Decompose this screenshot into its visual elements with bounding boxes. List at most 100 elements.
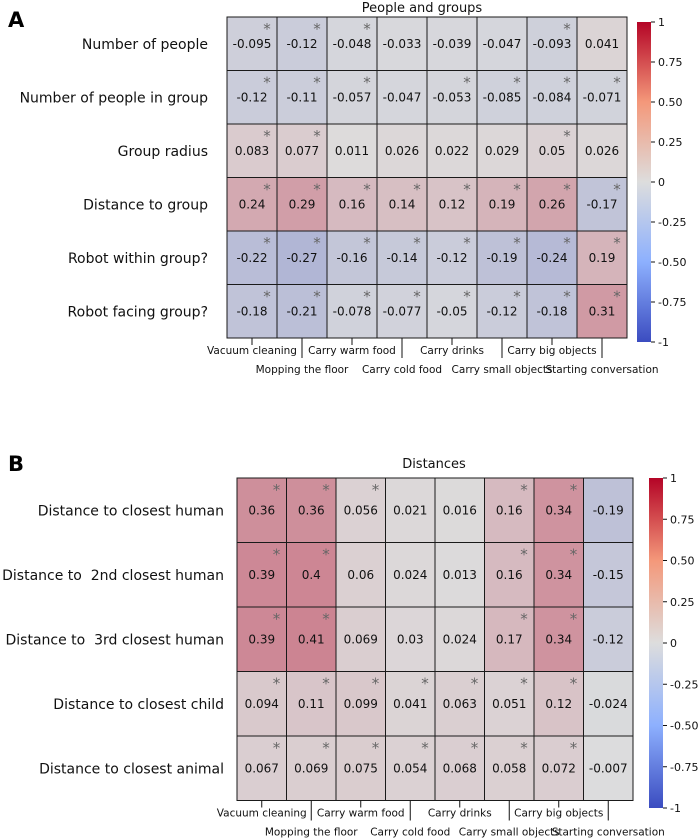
heatmap-cell <box>583 542 634 608</box>
heatmap-cell <box>236 542 287 608</box>
significance-star: * <box>513 288 521 306</box>
significance-star: * <box>520 546 528 564</box>
significance-star: * <box>322 610 330 628</box>
cell-value: -0.27 <box>286 251 317 265</box>
significance-star: * <box>372 675 380 693</box>
cell-value: -0.047 <box>383 90 422 104</box>
heatmap-cell <box>236 671 287 737</box>
column-label: Carry big objects <box>507 345 596 357</box>
significance-star: * <box>563 20 571 38</box>
significance-star: * <box>613 234 621 252</box>
heatmap-cell <box>276 70 328 125</box>
chart-title: People and groups <box>362 1 483 16</box>
heatmap-cell <box>476 16 528 71</box>
cell-value: 0.03 <box>397 632 424 646</box>
cell-value: -0.033 <box>383 37 422 51</box>
colorbar-tick-label: 0 <box>658 176 665 189</box>
significance-star: * <box>613 288 621 306</box>
significance-star: * <box>322 546 330 564</box>
heatmap-cell <box>476 284 528 339</box>
colorbar-tick-label: 0.75 <box>658 56 683 69</box>
heatmap-cell <box>426 284 478 339</box>
cell-value: 0.06 <box>347 568 374 582</box>
colorbar-tick-label: -1 <box>658 336 669 349</box>
heatmap-cell <box>286 606 337 672</box>
significance-star: * <box>273 481 281 499</box>
colorbar-tick-label: 0 <box>670 637 677 650</box>
cell-value: -0.11 <box>286 90 317 104</box>
heatmap-cell <box>326 16 378 71</box>
heatmap-cell <box>533 671 584 737</box>
significance-star: * <box>263 74 271 92</box>
significance-star: * <box>563 288 571 306</box>
significance-star: * <box>513 74 521 92</box>
significance-star: * <box>363 288 371 306</box>
column-label: Carry warm food <box>317 808 405 820</box>
heatmap-cell <box>484 735 535 801</box>
heatmap-cell <box>286 735 337 801</box>
column-label: Carry warm food <box>308 345 396 357</box>
cell-value: 0.067 <box>245 761 279 775</box>
significance-star: * <box>520 610 528 628</box>
column-label: Mopping the floor <box>265 827 358 838</box>
cell-value: -0.048 <box>333 37 372 51</box>
cell-value: -0.12 <box>486 304 517 318</box>
heatmap-cell <box>434 735 485 801</box>
row-label: Group radius <box>118 144 208 160</box>
cell-value: -0.007 <box>589 761 628 775</box>
heatmap-cell <box>533 606 584 672</box>
significance-star: * <box>413 181 421 199</box>
significance-star: * <box>463 74 471 92</box>
cell-value: 0.36 <box>298 503 325 517</box>
significance-star: * <box>313 181 321 199</box>
significance-star: * <box>263 181 271 199</box>
significance-star: * <box>322 481 330 499</box>
significance-star: * <box>413 288 421 306</box>
heatmap-cell <box>335 477 386 543</box>
column-label: Vacuum cleaning <box>207 345 297 357</box>
colorbar-tick-label: -0.50 <box>658 256 686 269</box>
cell-value: 0.016 <box>443 503 477 517</box>
cell-value: 0.099 <box>344 697 378 711</box>
cell-value: 0.4 <box>302 568 321 582</box>
cell-value: -0.039 <box>433 37 472 51</box>
colorbar-tick-label: 1 <box>670 472 677 485</box>
cell-value: 0.16 <box>496 568 523 582</box>
heatmap-cell <box>335 542 386 608</box>
cell-value: 0.069 <box>344 632 378 646</box>
cell-value: 0.34 <box>545 503 572 517</box>
significance-star: * <box>570 610 578 628</box>
column-label: Carry cold food <box>370 827 450 838</box>
heatmap-cell <box>484 477 535 543</box>
colorbar-tick-label: 0.25 <box>670 596 695 609</box>
heatmap-cell <box>226 16 278 71</box>
heatmap-cell <box>476 70 528 125</box>
panel-b: B Distances 0.36 * 0.36 * 0.056 * 0.021 0.016 0.16… <box>2 452 698 838</box>
cell-value: 0.041 <box>585 37 619 51</box>
cell-value: 0.013 <box>443 568 477 582</box>
significance-star: * <box>263 234 271 252</box>
significance-star: * <box>313 288 321 306</box>
cell-value: 0.11 <box>298 697 325 711</box>
heatmap-cell <box>376 177 428 232</box>
heatmap-cell <box>526 284 578 339</box>
column-label: Carry drinks <box>428 808 492 820</box>
significance-star: * <box>570 675 578 693</box>
colorbar-tick-label: 0.75 <box>670 513 695 526</box>
column-label: Mopping the floor <box>256 364 349 376</box>
heatmap-cell <box>376 230 428 285</box>
row-label: Number of people <box>82 37 208 53</box>
cell-value: -0.16 <box>336 251 367 265</box>
significance-star: * <box>563 234 571 252</box>
heatmap-cell <box>583 735 634 801</box>
cell-value: 0.011 <box>335 144 369 158</box>
cell-value: 0.19 <box>589 251 616 265</box>
panel-letter: B <box>8 452 24 476</box>
heatmap-cell <box>376 70 428 125</box>
cell-value: 0.021 <box>393 503 427 517</box>
heatmap-cell <box>484 542 535 608</box>
heatmap-cell <box>326 284 378 339</box>
cell-value: 0.054 <box>393 761 427 775</box>
heatmap-cell <box>576 70 628 125</box>
cell-value: -0.057 <box>333 90 372 104</box>
